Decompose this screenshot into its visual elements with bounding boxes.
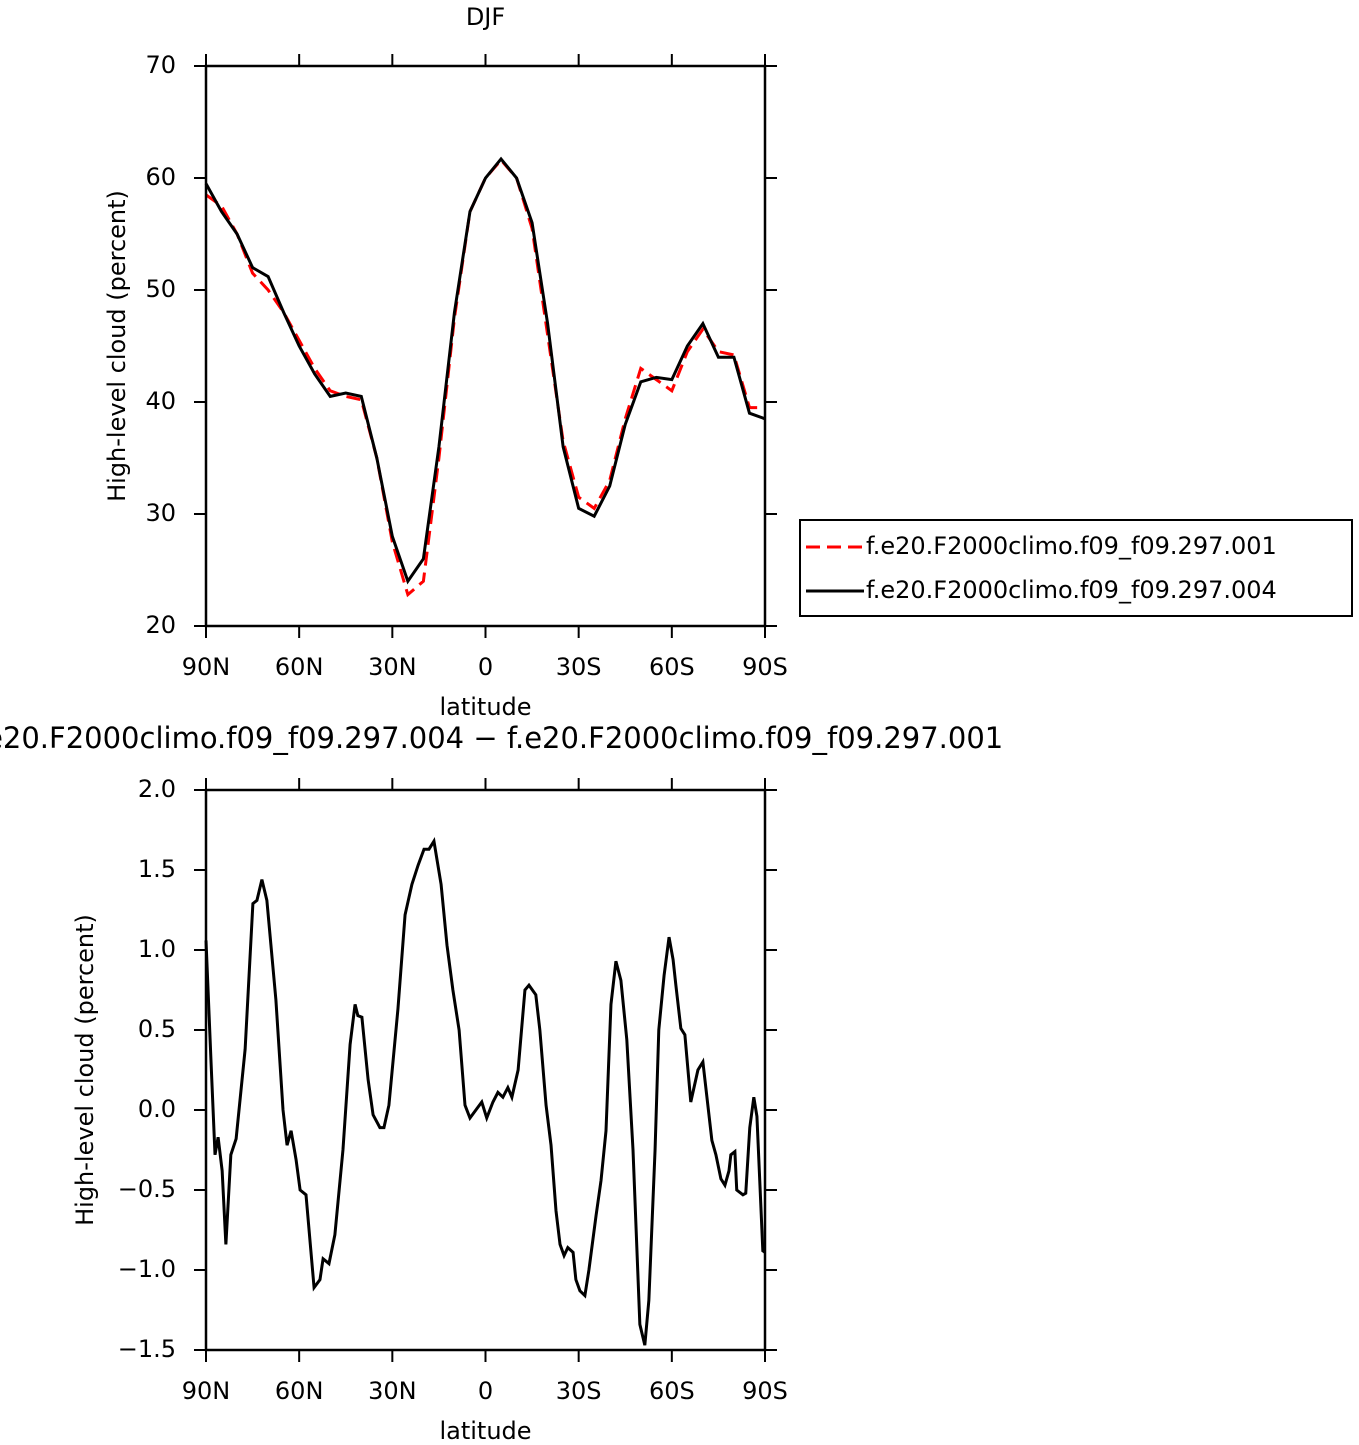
x-axis-label: latitude xyxy=(439,1417,531,1445)
y-tick-label: 70 xyxy=(145,51,176,79)
x-tick-label: 60S xyxy=(649,1377,695,1405)
x-tick-label: 90N xyxy=(182,653,231,681)
y-tick-label: −1.0 xyxy=(118,1255,176,1283)
y-tick-label: 60 xyxy=(145,163,176,191)
data-line xyxy=(204,837,766,1346)
y-tick-label: 1.0 xyxy=(138,935,176,963)
x-tick-label: 90S xyxy=(742,1377,788,1405)
chart-title: f.e20.F2000climo.f09_f09.297.004 − f.e20… xyxy=(0,721,1003,755)
x-tick-label: 0 xyxy=(478,653,493,681)
x-tick-label: 60N xyxy=(275,653,324,681)
x-tick-label: 60S xyxy=(649,653,695,681)
x-tick-label: 30S xyxy=(556,653,602,681)
y-tick-label: 30 xyxy=(145,499,176,527)
legend-box xyxy=(799,519,1353,617)
chart-title: DJF xyxy=(466,3,505,31)
x-tick-label: 90N xyxy=(182,1377,231,1405)
data-line xyxy=(205,157,765,598)
y-tick-label: 0.5 xyxy=(138,1015,176,1043)
y-axis-label: High-level cloud (percent) xyxy=(71,914,99,1226)
y-tick-label: 1.5 xyxy=(138,855,176,883)
y-tick-label: 2.0 xyxy=(138,775,176,803)
x-tick-label: 30N xyxy=(368,1377,417,1405)
legend-label: f.e20.F2000climo.f09_f09.297.001 xyxy=(866,532,1277,560)
y-tick-label: 20 xyxy=(145,611,176,639)
x-tick-label: 60N xyxy=(275,1377,324,1405)
plot-frame xyxy=(204,64,767,628)
y-tick-label: 0.0 xyxy=(138,1095,176,1123)
y-tick-label: −0.5 xyxy=(118,1175,176,1203)
y-tick-label: 50 xyxy=(145,275,176,303)
x-tick-label: 30S xyxy=(556,1377,602,1405)
legend-label: f.e20.F2000climo.f09_f09.297.004 xyxy=(866,576,1277,604)
x-tick-label: 30N xyxy=(368,653,417,681)
y-axis-label: High-level cloud (percent) xyxy=(103,190,131,502)
plot-frame xyxy=(204,788,767,1352)
x-tick-label: 90S xyxy=(742,653,788,681)
x-tick-label: 0 xyxy=(478,1377,493,1405)
data-line xyxy=(204,156,766,585)
x-axis-label: latitude xyxy=(439,693,531,721)
y-tick-label: −1.5 xyxy=(118,1335,176,1363)
y-tick-label: 40 xyxy=(145,387,176,415)
